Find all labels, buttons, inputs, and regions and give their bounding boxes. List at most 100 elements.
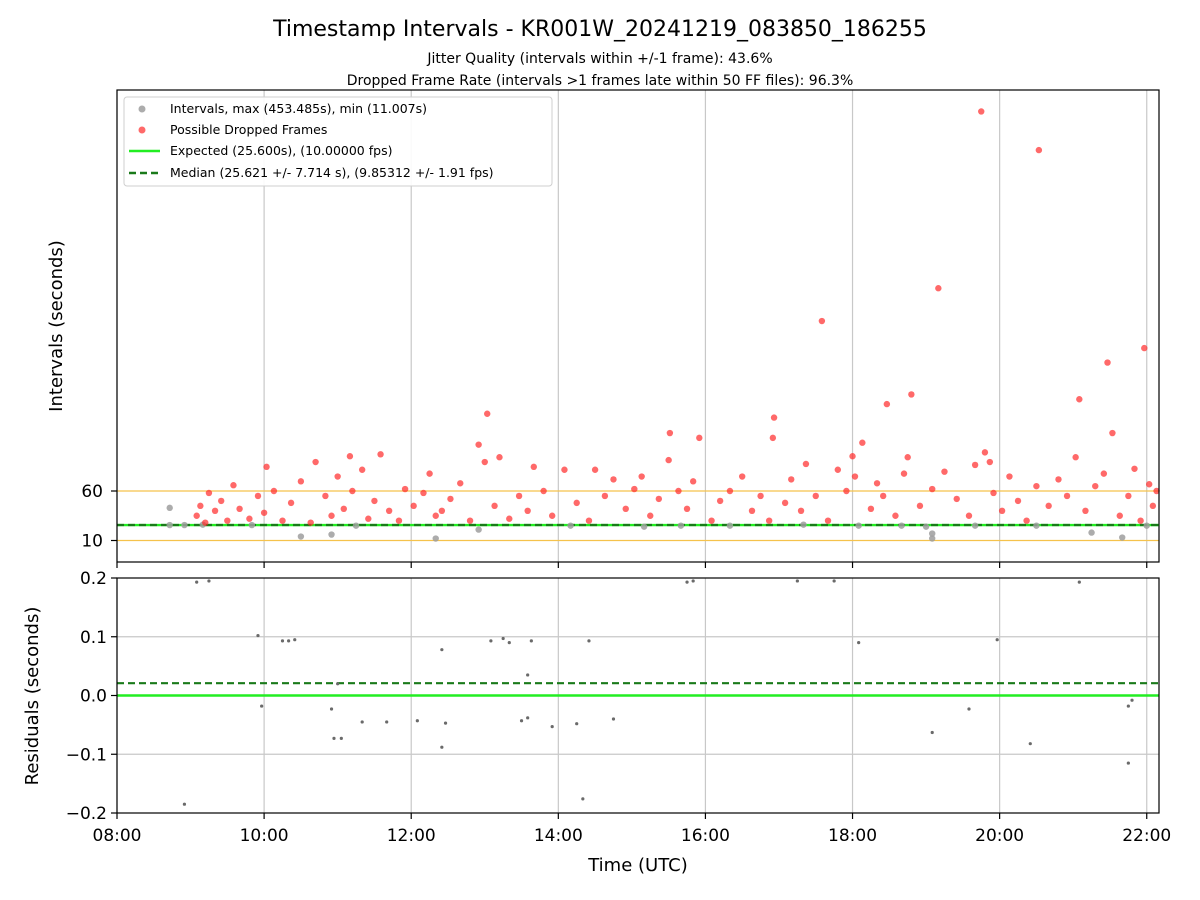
dropped-frame-point — [410, 502, 417, 510]
interval-point — [297, 533, 305, 540]
dropped-frame-point — [851, 473, 859, 480]
residuals-y-tick-label: 0.0 — [80, 687, 107, 707]
dropped-frame-point — [585, 517, 593, 524]
residuals-y-tick-label: 0.2 — [80, 569, 107, 589]
x-tick-label: 12:00 — [387, 826, 436, 846]
dropped-frame-point — [530, 463, 537, 471]
residual-point — [182, 802, 187, 806]
dropped-frame-point — [230, 482, 237, 489]
dropped-frame-point — [1104, 359, 1111, 366]
dropped-frame-point — [802, 460, 810, 468]
residuals-y-tick-label: −0.2 — [66, 804, 107, 824]
dropped-frame-point — [655, 495, 663, 503]
dropped-frame-point — [1116, 512, 1123, 519]
intervals-axes-frame — [116, 89, 1160, 563]
interval-point — [1088, 529, 1095, 536]
interval-point — [971, 522, 979, 529]
dropped-frame-point — [358, 466, 366, 473]
x-tick-label: 22:00 — [1122, 826, 1171, 846]
dropped-frame-point — [867, 505, 875, 513]
dropped-frame-point — [971, 461, 979, 469]
dropped-frame-point — [312, 458, 319, 466]
dropped-frame-point — [908, 391, 915, 398]
interval-point — [475, 526, 482, 533]
dropped-frame-point — [953, 495, 960, 503]
interval-point — [898, 522, 905, 529]
dropped-frame-point — [859, 439, 866, 446]
dropped-frame-point — [788, 476, 795, 483]
dropped-frame-point — [1145, 481, 1153, 488]
dropped-frame-point — [395, 517, 403, 524]
dropped-frame-point — [1109, 429, 1116, 437]
residual-point — [336, 682, 340, 686]
legend-marker-dropped — [138, 126, 146, 134]
interval-point — [166, 521, 173, 529]
residual-point — [489, 639, 493, 643]
legend-box — [123, 96, 553, 187]
interval-point — [1033, 522, 1040, 529]
residuals-y-ticks: −0.2 −0.1 0.0 0.1 0.2 — [66, 569, 117, 824]
residual-point — [1130, 698, 1134, 702]
x-tick-label: 10:00 — [240, 826, 289, 846]
residuals-points — [182, 579, 1134, 806]
dropped-frame-point — [1092, 482, 1099, 490]
dropped-frame-point — [1035, 146, 1043, 154]
dropped-frame-point — [401, 485, 409, 493]
residual-point — [332, 736, 336, 740]
dropped-frame-point — [484, 410, 491, 417]
dropped-frame-point — [689, 478, 697, 485]
residual-point — [443, 721, 448, 725]
dropped-frame-point — [540, 487, 547, 495]
interval-point — [800, 521, 807, 528]
residual-point — [195, 580, 199, 584]
dropped-frame-point — [1131, 465, 1138, 472]
residual-point — [611, 717, 616, 721]
dropped-frame-point — [998, 507, 1006, 514]
dropped-frame-point — [675, 487, 682, 495]
interval-point — [181, 521, 188, 529]
interval-point — [352, 522, 360, 529]
residual-point — [1126, 704, 1130, 708]
dropped-frame-point — [205, 489, 213, 497]
dropped-frame-point — [346, 453, 354, 460]
dropped-frame-point — [1076, 396, 1083, 403]
residual-point — [550, 725, 554, 729]
dropped-frame-point — [297, 478, 305, 485]
intervals-y-axis-label: Intervals (seconds) — [46, 240, 67, 412]
intervals-y-ticks: 10 60 — [81, 482, 117, 552]
x-tick-label: 16:00 — [681, 826, 730, 846]
dropped-frame-point — [307, 519, 314, 526]
dropped-frame-point — [438, 507, 446, 514]
dropped-frame-point — [986, 458, 994, 466]
intervals-points — [166, 108, 1160, 542]
dropped-frame-point — [202, 519, 209, 526]
interval-point — [929, 530, 936, 537]
dropped-frame-point — [1055, 476, 1062, 483]
dropped-frame-point — [834, 466, 842, 473]
dropped-frame-point — [812, 492, 819, 500]
residual-point — [526, 673, 530, 677]
dropped-frame-point — [965, 512, 973, 519]
intervals-y-tick-label: 10 — [81, 532, 103, 552]
residual-point — [339, 736, 343, 740]
residual-point — [575, 722, 579, 726]
x-tick-label: 20:00 — [975, 826, 1024, 846]
dropped-frame-point — [935, 285, 942, 292]
dropped-frame-point — [941, 468, 948, 475]
dropped-frame-point — [900, 470, 908, 477]
dropped-frame-point — [981, 449, 989, 456]
dropped-frame-point — [904, 454, 911, 461]
dropped-frame-point — [978, 108, 985, 115]
dropped-frame-point — [770, 414, 778, 421]
residual-point — [507, 641, 511, 645]
dropped-frame-point — [263, 463, 270, 471]
dropped-frame-point — [647, 512, 654, 519]
dropped-frame-point — [622, 505, 629, 513]
interval-point — [726, 522, 734, 529]
residual-point — [1126, 761, 1130, 765]
dropped-frame-point — [708, 517, 715, 524]
residual-point — [329, 707, 334, 711]
dropped-frame-point — [765, 517, 773, 524]
dropped-frame-point — [466, 517, 474, 524]
dropped-frame-point — [1149, 502, 1157, 510]
